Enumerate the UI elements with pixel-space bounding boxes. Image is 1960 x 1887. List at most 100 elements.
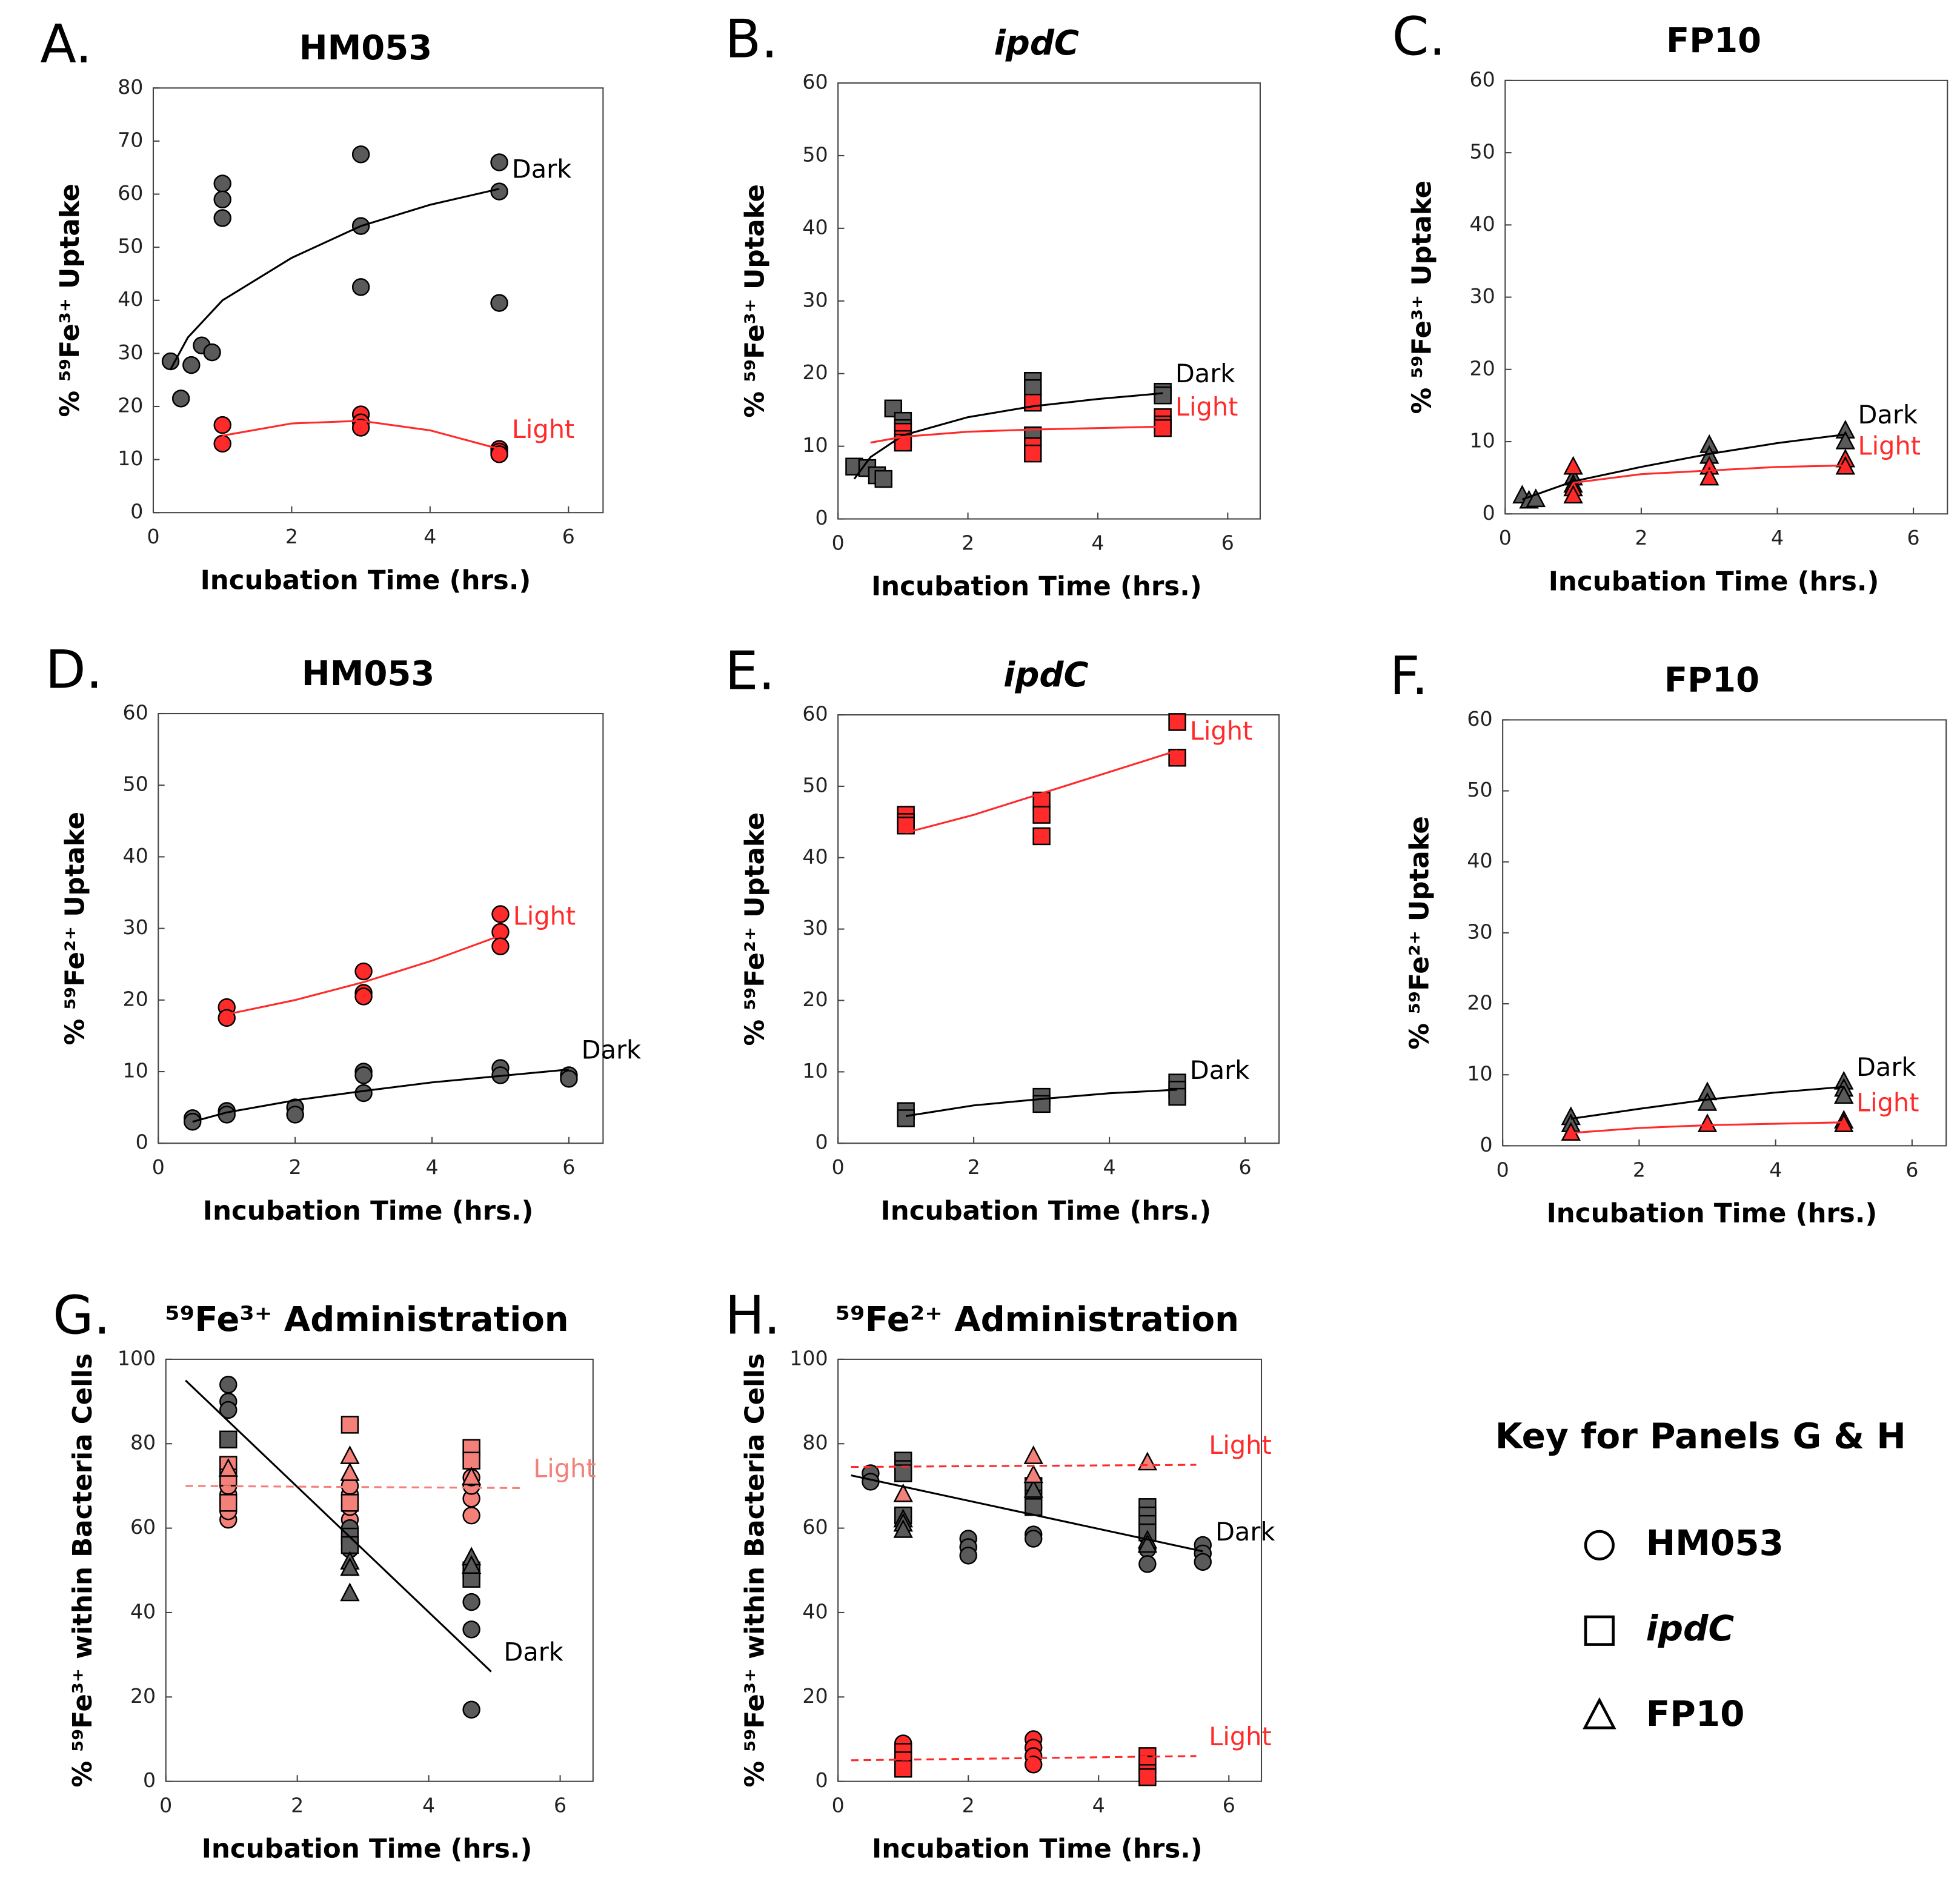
marker [354,1066,373,1084]
y-tick-label: 60 [118,181,143,205]
y-tick-label: 20 [130,1684,156,1708]
x-tick-label: 2 [285,525,298,548]
fit-label: Dark [512,155,571,184]
y-tick-label: 50 [802,142,828,166]
y-tick-label: 10 [118,446,143,470]
y-tick-label: 10 [802,433,828,457]
fit-line [851,1474,1203,1553]
y-tick-label: 80 [118,75,143,99]
y-tick-label: 60 [802,702,828,726]
fit-line [851,1464,1197,1468]
panel-letter: A. [40,13,92,75]
x-tick-label: 2 [291,1794,304,1817]
x-tick-label: 0 [152,1155,165,1179]
marker [1137,1451,1158,1471]
marker [171,390,190,408]
fit-label: Light [1858,431,1921,460]
chart-title: ipdC [1003,655,1088,695]
x-axis-label: Incubation Time (hrs.) [1547,1198,1878,1229]
fit-label: Light [533,1454,596,1483]
x-tick-label: 2 [968,1155,980,1179]
marker [560,1070,578,1088]
marker [1024,379,1042,397]
fit-label: Light [1175,393,1238,422]
y-tick-label: 40 [802,1599,828,1623]
marker [1023,1479,1043,1498]
x-tick-label: 2 [289,1155,302,1179]
marker [351,145,370,164]
y-tick-label: 0 [815,1130,828,1154]
marker [1697,1113,1718,1132]
marker [462,1506,480,1525]
fit-label: Light [1209,1431,1271,1460]
marker [354,962,373,981]
marker [959,1547,977,1565]
y-tick-label: 50 [1470,140,1495,164]
marker [461,1466,482,1485]
panel-letter: B. [725,8,778,70]
marker [894,1464,912,1482]
marker [351,278,370,296]
marker [1584,1615,1615,1646]
marker [219,1401,238,1419]
fit-line [170,188,500,370]
chart-title: FP10 [1664,660,1759,700]
panel-letter: C. [1392,5,1446,67]
marker [884,399,903,418]
y-tick-label: 80 [130,1431,156,1454]
y-tick-label: 20 [122,987,148,1010]
chart-title: ⁵⁹Fe³⁺ Administration [165,1300,568,1339]
y-tick-label: 20 [802,987,828,1011]
y-tick-label: 80 [802,1431,828,1454]
marker [340,1582,360,1602]
x-tick-label: 4 [1769,1158,1782,1181]
key-title: Key for Panels G & H [1495,1416,1906,1457]
y-axis-label: % ⁵⁹Fe²⁺ Uptake [740,812,770,1046]
fit-label: Light [513,901,576,930]
chart-title: ⁵⁹Fe²⁺ Administration [835,1300,1239,1339]
fit-label: Light [1209,1722,1271,1751]
plot-frame [158,712,604,1144]
marker [1024,1530,1043,1548]
marker [184,1113,202,1131]
fit-line [905,749,1178,834]
y-tick-label: 0 [130,500,143,523]
key-entry: FP10 [1646,1693,1745,1734]
marker [1835,430,1856,449]
panel-letter: D. [45,639,103,701]
x-tick-label: 4 [1091,531,1104,555]
x-tick-label: 6 [1907,526,1920,549]
plot-frame [837,1358,1263,1782]
marker [1168,713,1186,731]
marker [1023,1445,1043,1464]
y-tick-label: 40 [122,844,148,867]
y-tick-label: 0 [815,1768,828,1792]
x-tick-label: 2 [1635,526,1647,549]
marker [491,937,510,955]
x-tick-label: 2 [1633,1158,1646,1181]
y-axis-label: % ⁵⁹Fe³⁺ within Bacteria Cells [740,1353,770,1787]
y-tick-label: 30 [802,288,828,311]
marker [461,1555,482,1574]
fit-line [851,1755,1197,1762]
x-tick-label: 0 [147,525,159,548]
marker [351,419,370,437]
fit-line [1521,433,1846,500]
marker [182,356,201,374]
marker [490,294,508,312]
marker [894,1760,912,1778]
marker [340,1462,360,1481]
y-tick-label: 30 [122,915,148,939]
y-tick-label: 10 [122,1059,148,1083]
marker [213,174,231,193]
y-tick-label: 50 [118,234,143,258]
y-tick-label: 10 [1470,429,1495,453]
panel-letter: E. [725,640,776,702]
fit-line [185,1379,492,1673]
x-tick-label: 6 [562,1155,575,1179]
marker [1032,806,1051,824]
marker [897,817,915,835]
marker [874,469,892,488]
y-tick-label: 60 [802,1515,828,1539]
